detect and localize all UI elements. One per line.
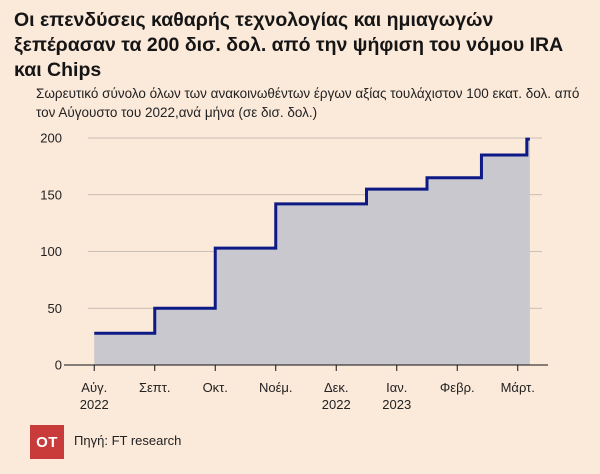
x-tick-label: Αύγ. (81, 380, 107, 395)
ot-logo: OT (30, 425, 64, 459)
step-line-layer (94, 137, 530, 335)
cumulative-area (94, 139, 530, 365)
cumulative-step-line (94, 137, 530, 335)
x-tick-label: 2022 (80, 397, 109, 412)
source-note: Πηγή: FT research (74, 433, 182, 448)
x-tick-label: Οκτ. (203, 380, 228, 395)
x-tick-label: Σεπτ. (139, 380, 171, 395)
area-layer (94, 139, 530, 365)
y-axis-ticks: 0 50 100 150 200 (40, 131, 62, 373)
x-tick-label: Δεκ. (324, 380, 349, 395)
y-tick-label: 200 (40, 131, 62, 146)
y-tick-label: 150 (40, 187, 62, 202)
x-tick-label: 2023 (382, 397, 411, 412)
chart-title: Οι επενδύσεις καθαρής τεχνολογίας και ημ… (14, 9, 563, 81)
y-tick-label: 100 (40, 244, 62, 259)
y-tick-label: 0 (55, 358, 62, 373)
x-tick-label: 2022 (322, 397, 351, 412)
y-tick-label: 50 (48, 301, 62, 316)
x-tick-label: Ιαν. (386, 380, 407, 395)
x-tick-label: Μάρτ. (501, 380, 535, 395)
x-tick-label: Νοέμ. (259, 380, 293, 395)
x-tick-label: Φεβρ. (440, 380, 475, 395)
x-axis-ticks: Αύγ. 2022 Σεπτ. Οκτ. Νοέμ. Δεκ. 2022 Ιαν. 2023 Φε… (80, 365, 535, 412)
chart-subtitle: Σωρευτικό σύνολο όλων των ανακοινωθέντων… (36, 86, 580, 120)
